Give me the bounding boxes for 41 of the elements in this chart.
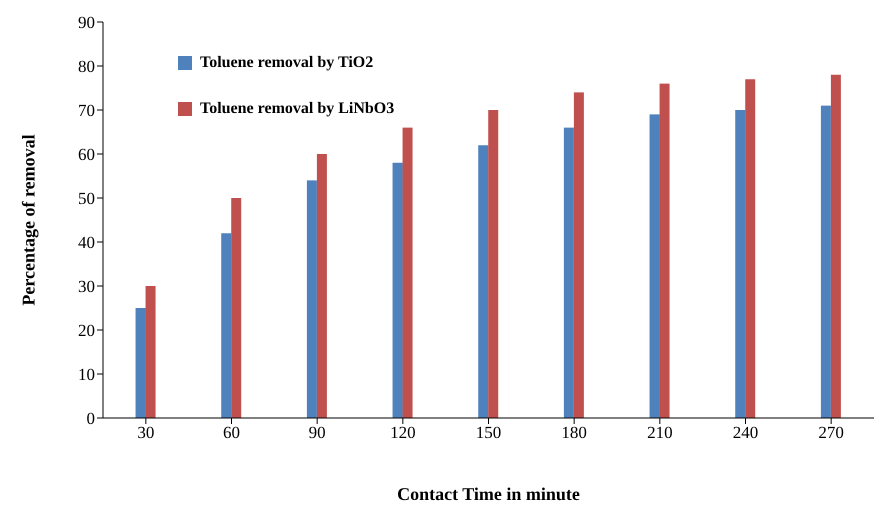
y-tick-label: 0	[86, 409, 95, 428]
y-tick-label: 20	[78, 321, 95, 340]
x-tick-label: 150	[476, 423, 502, 442]
bar	[136, 308, 146, 418]
y-tick-label: 30	[78, 277, 95, 296]
bar	[745, 79, 756, 418]
y-tick-label: 70	[78, 101, 95, 120]
bar	[650, 114, 660, 418]
y-tick-label: 80	[78, 57, 95, 76]
x-tick-label: 90	[308, 423, 326, 442]
y-tick-label: 60	[78, 145, 95, 164]
legend-label: Toluene removal by TiO2	[200, 54, 374, 72]
bar	[574, 92, 584, 418]
y-tick-label: 50	[78, 189, 95, 208]
bar	[146, 286, 156, 418]
y-axis-title: Percentage of removal	[18, 134, 38, 306]
y-tick-label: 10	[78, 365, 95, 384]
bar	[478, 145, 488, 418]
bar	[392, 162, 403, 418]
bar	[221, 233, 232, 418]
x-tick-label: 60	[223, 423, 240, 442]
bar	[316, 154, 327, 418]
y-tick-label: 90	[78, 13, 95, 32]
x-tick-label: 270	[818, 423, 844, 442]
x-tick-label: 180	[561, 423, 587, 442]
x-tick-label: 120	[390, 423, 416, 442]
legend-label: Toluene removal by LiNbO3	[200, 100, 394, 118]
bar	[735, 110, 746, 418]
x-tick-label: 30	[137, 423, 154, 442]
y-tick-label: 40	[78, 233, 95, 252]
x-tick-label: 240	[732, 423, 758, 442]
x-axis-title: Contact Time in minute	[397, 484, 580, 504]
bar	[820, 106, 831, 418]
bar	[488, 110, 498, 418]
bar	[830, 74, 841, 418]
bar	[660, 84, 670, 418]
bar	[564, 128, 574, 418]
x-tick-label: 210	[647, 423, 673, 442]
bar	[231, 198, 242, 418]
bar	[306, 180, 317, 418]
bar	[402, 128, 413, 418]
